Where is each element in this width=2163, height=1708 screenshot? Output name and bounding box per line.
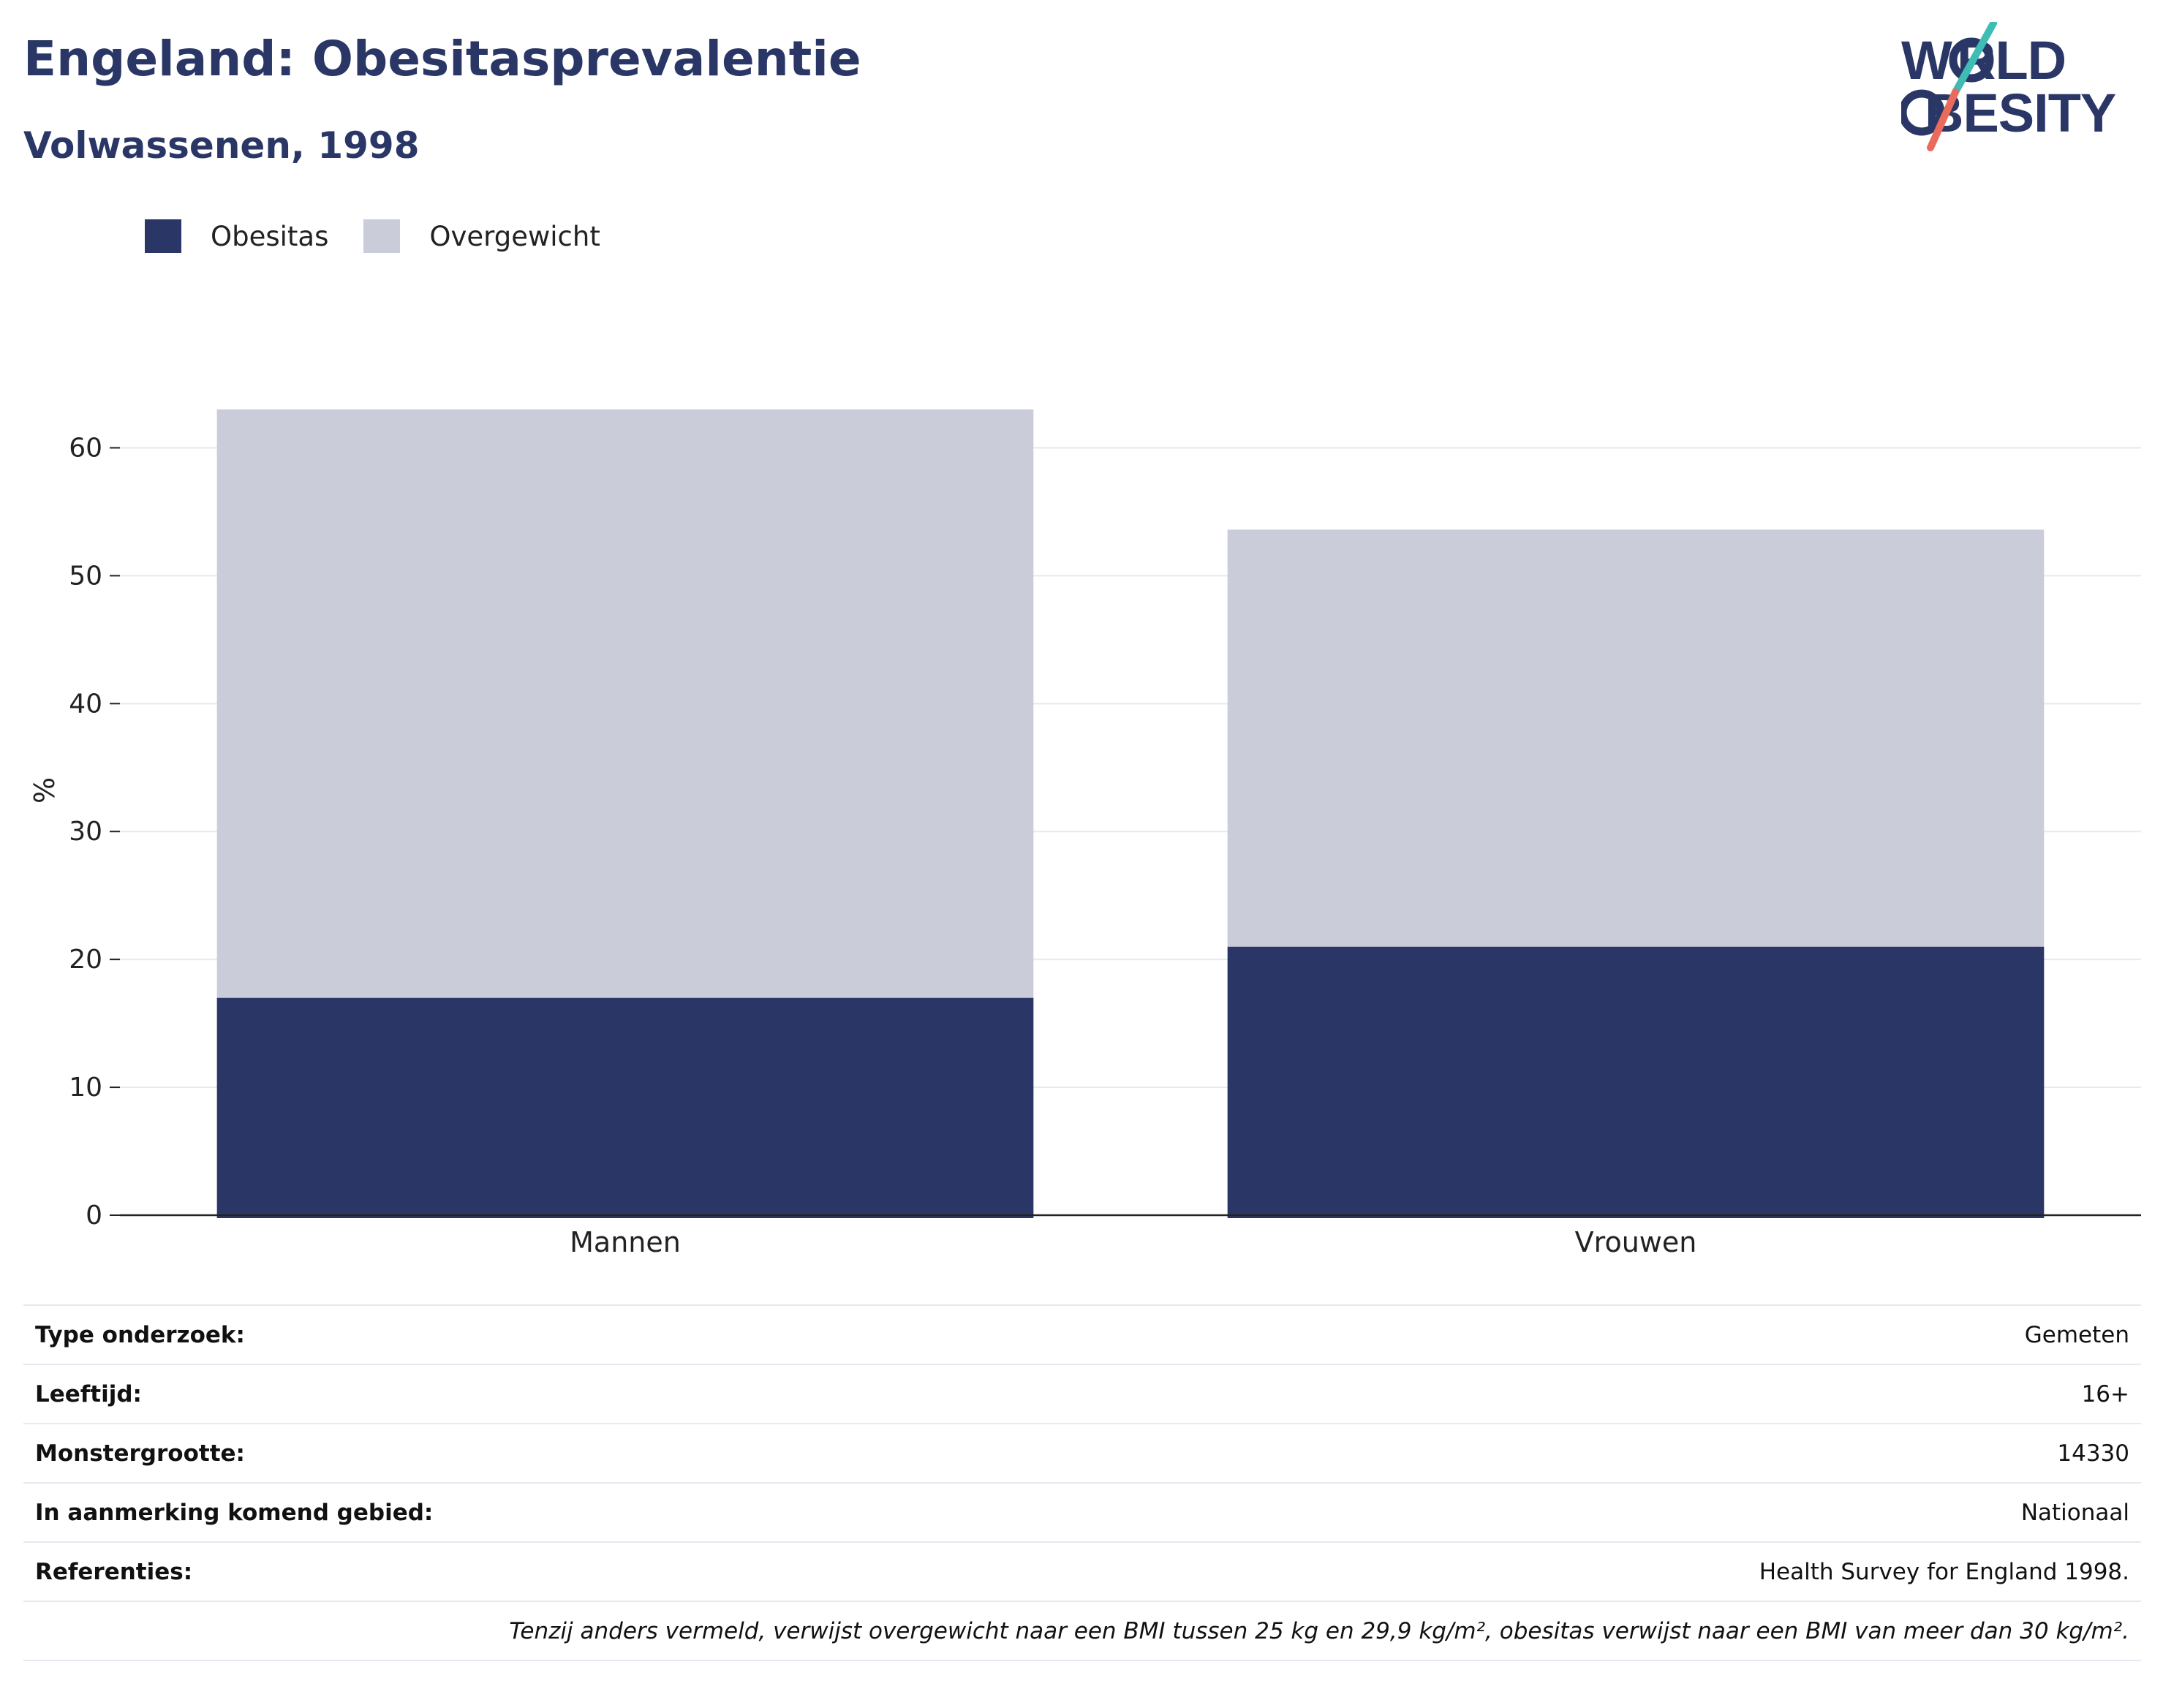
- svg-text:W: W: [1901, 30, 1952, 91]
- y-tick-label: 0: [86, 1201, 102, 1231]
- info-key: Leeftijd:: [35, 1380, 142, 1407]
- stacked-bar-chart: 0 10 20 30 40 50 60% Mannen Vrouwen: [29, 409, 2141, 1258]
- bar-obesitas-vrouwen: [1227, 946, 2045, 1218]
- info-value: 16+: [2081, 1380, 2129, 1407]
- chart-title: Engeland: Obesitasprevalentie: [23, 31, 861, 87]
- footnote: Tenzij anders vermeld, verwijst overgewi…: [23, 1602, 2141, 1661]
- info-value: Gemeten: [2024, 1321, 2129, 1348]
- bar-overgewicht-mannen: [216, 409, 1034, 998]
- world-obesity-logo: W RLD BESITY: [1901, 22, 2117, 151]
- bar-obesitas-mannen: [216, 997, 1034, 1218]
- legend-item-overgewicht[interactable]: Overgewicht: [363, 219, 600, 253]
- info-key: Referenties:: [35, 1558, 193, 1585]
- info-value: 14330: [2057, 1440, 2129, 1467]
- legend-label-overgewicht: Overgewicht: [429, 220, 600, 252]
- chart-legend: Obesitas Overgewicht: [145, 218, 635, 254]
- y-tick-label: 10: [69, 1073, 102, 1103]
- y-tick-label: 30: [69, 817, 102, 847]
- info-table: Type onderzoek: Gemeten Leeftijd: 16+ Mo…: [23, 1304, 2141, 1661]
- info-row-leeftijd: Leeftijd: 16+: [23, 1365, 2141, 1424]
- y-tick-label: 40: [69, 689, 102, 719]
- chart-subtitle: Volwassenen, 1998: [23, 124, 420, 167]
- x-tick-label: Mannen: [570, 1226, 681, 1258]
- x-tick-label: Vrouwen: [1575, 1226, 1697, 1258]
- legend-swatch-obesitas: [145, 219, 181, 253]
- y-tick-label: 60: [69, 433, 102, 463]
- y-tick-label: 50: [69, 561, 102, 591]
- bar-overgewicht-vrouwen: [1227, 529, 2045, 947]
- y-axis-label: %: [29, 777, 61, 804]
- legend-swatch-overgewicht: [363, 219, 401, 253]
- info-row-referenties: Referenties: Health Survey for England 1…: [23, 1543, 2141, 1602]
- info-key: Type onderzoek:: [35, 1321, 245, 1348]
- info-value: Nationaal: [2020, 1499, 2129, 1526]
- info-row-gebied: In aanmerking komend gebied: Nationaal: [23, 1484, 2141, 1543]
- info-value: Health Survey for England 1998.: [1759, 1558, 2129, 1585]
- y-tick-label: 20: [69, 945, 102, 975]
- legend-label-obesitas: Obesitas: [211, 220, 329, 252]
- info-row-monstergrootte: Monstergrootte: 14330: [23, 1424, 2141, 1484]
- info-key: Monstergrootte:: [35, 1440, 245, 1467]
- legend-item-obesitas[interactable]: Obesitas: [145, 219, 328, 253]
- info-row-type-onderzoek: Type onderzoek: Gemeten: [23, 1306, 2141, 1365]
- info-key: In aanmerking komend gebied:: [35, 1499, 434, 1526]
